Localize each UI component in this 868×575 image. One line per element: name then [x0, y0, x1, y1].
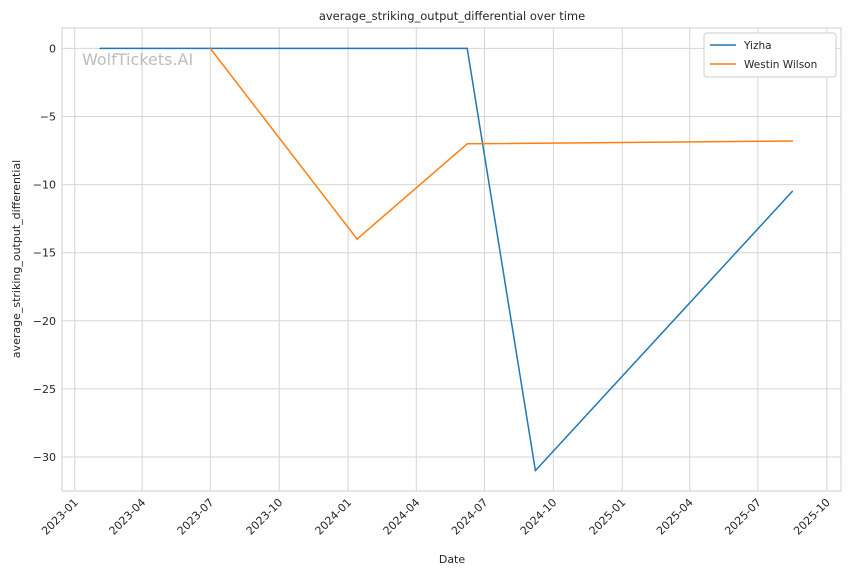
data-point	[466, 142, 469, 145]
y-tick-label: 0	[49, 42, 56, 55]
x-tick-label: 2023-04	[107, 496, 149, 538]
series-line-westin-wilson	[209, 47, 793, 240]
y-tick-label: −15	[33, 247, 56, 260]
x-tick-label: 2024-04	[381, 496, 423, 538]
legend-box	[703, 32, 837, 78]
x-axis-title: Date	[439, 553, 466, 566]
y-tick-label: −25	[33, 383, 56, 396]
legend-label-westin-wilson: Westin Wilson	[744, 59, 817, 71]
data-point	[534, 469, 537, 472]
x-tick-label: 2025-10	[791, 496, 833, 538]
y-tick-label: −30	[33, 451, 56, 464]
series-lines	[99, 47, 794, 472]
series-line-yizha	[100, 47, 793, 472]
data-point	[209, 47, 212, 50]
y-axis-title: average_striking_output_differential	[10, 160, 23, 358]
x-tick-label: 2025-07	[722, 496, 764, 538]
x-tick-label: 2025-04	[654, 496, 696, 538]
plot-area	[61, 27, 842, 492]
x-tick-labels: 2023-01 2023-04 2023-07 2023-10 2024-01 2024-…	[39, 496, 833, 538]
legend: Yizha Westin Wilson	[703, 32, 837, 78]
x-tick-label: 2023-01	[39, 496, 81, 538]
data-point	[356, 238, 358, 240]
x-tick-label: 2024-07	[449, 496, 491, 538]
x-tick-label: 2024-01	[313, 496, 355, 538]
y-tick-label: −10	[33, 179, 56, 192]
legend-label-yizha: Yizha	[743, 40, 772, 52]
data-point	[791, 190, 794, 193]
chart-title: average_striking_output_differential ove…	[319, 9, 585, 23]
y-tick-label: −20	[33, 315, 56, 328]
data-point	[99, 47, 102, 50]
y-tick-labels: 0 −5 −10 −15 −20 −25 −30	[33, 42, 56, 464]
x-tick-label: 2024-10	[518, 496, 560, 538]
y-tick-label: −5	[40, 111, 56, 124]
data-point	[466, 47, 469, 50]
watermark: WolfTickets.AI	[82, 50, 193, 69]
x-tick-label: 2025-01	[587, 496, 629, 538]
x-tick-label: 2023-07	[175, 496, 217, 538]
x-tick-label: 2023-10	[244, 496, 286, 538]
data-point	[791, 140, 794, 142]
